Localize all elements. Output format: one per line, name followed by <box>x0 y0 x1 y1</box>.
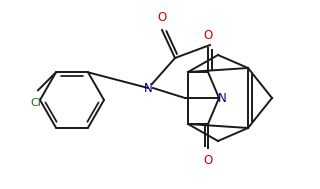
Text: O: O <box>204 154 212 167</box>
Text: N: N <box>144 81 152 94</box>
Text: O: O <box>157 11 167 24</box>
Text: N: N <box>218 91 226 105</box>
Text: Cl: Cl <box>31 98 41 108</box>
Text: O: O <box>204 29 212 42</box>
